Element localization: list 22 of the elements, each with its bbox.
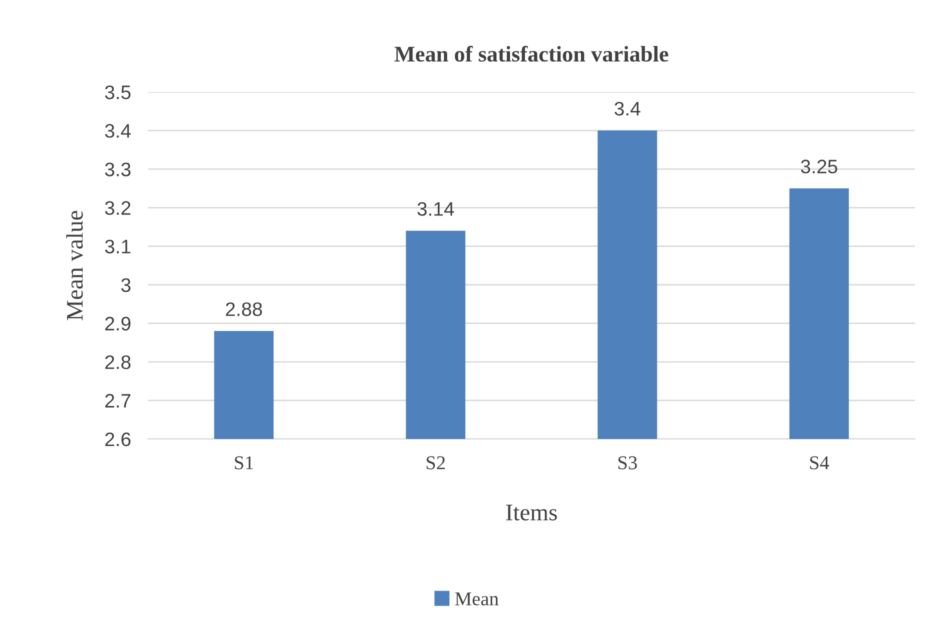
y-tick-label: 2.9 (105, 316, 130, 331)
data-label: 2.88 (226, 302, 262, 316)
y-axis-title: Mean value (66, 210, 83, 320)
data-label: 3.25 (800, 160, 838, 174)
y-tick-label: 3.4 (105, 124, 131, 138)
legend-label: Mean (455, 592, 499, 606)
y-tick-label: 3.2 (105, 201, 130, 215)
y-tick-label: 3 (121, 278, 130, 292)
y-tick-label: 3.5 (105, 85, 131, 100)
y-tick-label: 3.1 (105, 240, 130, 254)
x-tick-label: S3 (618, 456, 637, 470)
x-tick-label: S1 (234, 456, 253, 470)
y-tick-label: 2.7 (105, 394, 130, 408)
y-tick-label: 2.8 (105, 355, 130, 370)
chart-title: Mean of satisfaction variable (394, 46, 668, 62)
data-label: 3.14 (417, 202, 454, 216)
data-label: 3.4 (614, 102, 640, 116)
x-axis-title: Items (506, 504, 557, 520)
x-tick-label: S2 (426, 456, 445, 470)
y-tick-label: 3.3 (105, 162, 130, 176)
y-tick-label: 2.6 (105, 432, 130, 446)
x-tick-label: S4 (810, 456, 830, 470)
